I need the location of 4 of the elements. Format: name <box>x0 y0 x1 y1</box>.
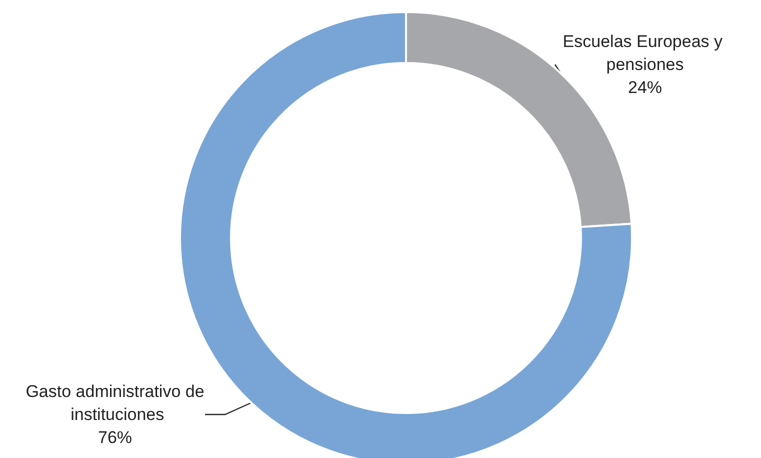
data-label: 24% <box>628 78 662 97</box>
data-label: 76% <box>98 428 132 447</box>
slice-label: Gasto administrativo de instituciones <box>26 382 204 424</box>
slice-label: Escuelas Europeas y pensiones <box>562 32 728 74</box>
